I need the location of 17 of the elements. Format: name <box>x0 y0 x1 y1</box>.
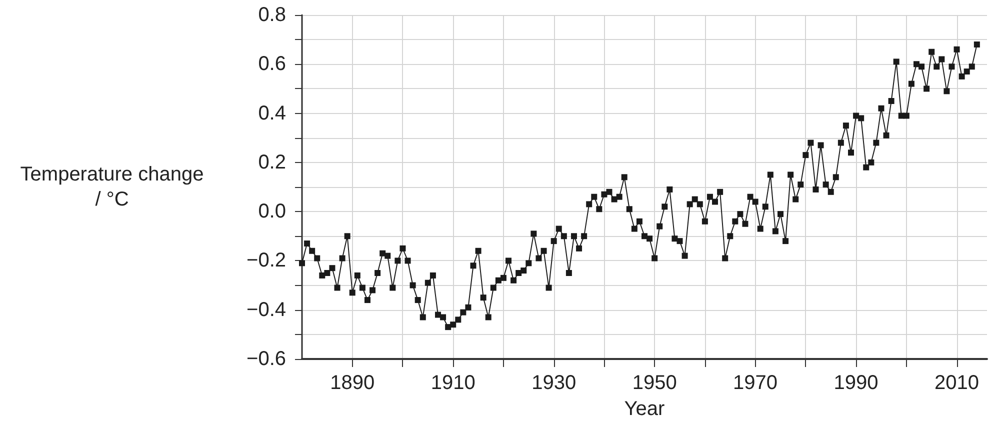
x-tick-label: 1970 <box>733 372 778 394</box>
x-axis-title: Year <box>624 398 666 420</box>
y-tick-label: 0.8 <box>258 4 286 26</box>
y-tick-label: −0.4 <box>246 298 286 321</box>
x-tick-label: 1890 <box>330 372 375 394</box>
x-tick-label: 1910 <box>430 372 476 394</box>
y-axis-title: Temperature change / °C <box>20 164 204 210</box>
y-tick-label: 0.0 <box>258 200 286 223</box>
y-tick-label: 0.4 <box>258 102 286 124</box>
x-tick-label: 1930 <box>532 372 576 394</box>
y-tick-label: 0.2 <box>258 151 286 174</box>
x-tick-label: 1950 <box>632 372 677 394</box>
x-tick-label: 1990 <box>834 372 878 394</box>
y-tick-label: 0.6 <box>258 53 286 76</box>
x-tick-label: 2010 <box>934 372 980 394</box>
y-tick-label: −0.6 <box>246 348 286 370</box>
y-tick-label: −0.2 <box>246 250 286 272</box>
